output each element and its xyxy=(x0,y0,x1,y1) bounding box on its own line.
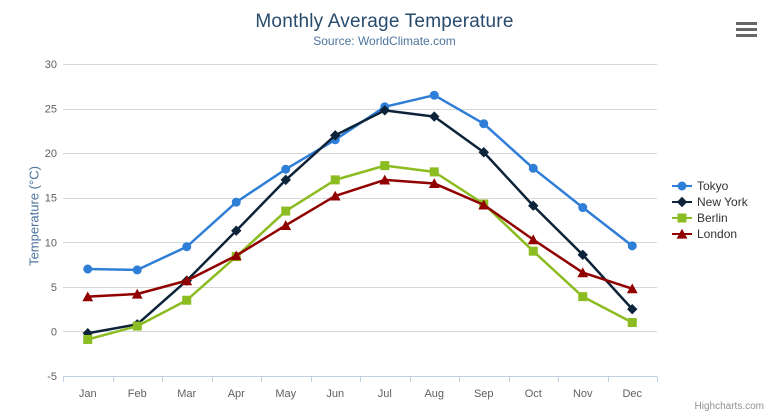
data-point-new-york-nov[interactable] xyxy=(577,249,588,260)
x-axis-label: Dec xyxy=(622,388,642,400)
legend: Tokyo New York Berlin London xyxy=(672,178,748,242)
legend-item-berlin[interactable]: Berlin xyxy=(672,210,748,226)
data-point-london-jan[interactable] xyxy=(82,291,94,302)
legend-item-label: London xyxy=(697,227,738,241)
data-point-new-york-may[interactable] xyxy=(280,174,291,186)
square-marker-icon xyxy=(672,213,692,223)
data-point-berlin-feb[interactable] xyxy=(132,321,142,331)
data-point-tokyo-may[interactable] xyxy=(281,164,291,174)
triangle-marker-icon xyxy=(672,228,692,239)
x-axis-label: Apr xyxy=(228,388,245,400)
data-point-new-york-aug[interactable] xyxy=(429,111,440,122)
data-point-berlin-jul[interactable] xyxy=(380,161,390,171)
data-point-new-york-sep[interactable] xyxy=(478,147,489,158)
data-point-tokyo-aug[interactable] xyxy=(429,90,439,100)
chart-title: Monthly Average Temperature xyxy=(255,11,514,32)
data-point-tokyo-nov[interactable] xyxy=(578,203,588,213)
x-axis-label: Mar xyxy=(177,388,196,400)
data-point-new-york-dec[interactable] xyxy=(627,303,638,315)
y-axis-label: 5 xyxy=(51,282,57,294)
data-point-new-york-oct[interactable] xyxy=(528,200,539,211)
x-axis-label: Aug xyxy=(424,388,444,400)
data-point-london-may[interactable] xyxy=(280,220,292,230)
data-point-tokyo-feb[interactable] xyxy=(132,265,142,275)
data-point-london-apr[interactable] xyxy=(230,250,242,261)
data-point-berlin-aug[interactable] xyxy=(429,167,439,177)
data-point-tokyo-mar[interactable] xyxy=(182,242,192,252)
data-point-london-mar[interactable] xyxy=(181,275,193,286)
data-point-berlin-jan[interactable] xyxy=(83,334,93,344)
data-point-berlin-nov[interactable] xyxy=(578,292,588,302)
y-axis-label: 25 xyxy=(45,104,57,116)
data-point-tokyo-apr[interactable] xyxy=(231,197,241,207)
context-menu-button[interactable] xyxy=(736,22,757,37)
data-point-london-dec[interactable] xyxy=(626,283,638,294)
data-point-new-york-apr[interactable] xyxy=(231,225,242,236)
data-point-berlin-may[interactable] xyxy=(281,206,291,216)
data-point-new-york-jul[interactable] xyxy=(379,105,390,116)
data-point-tokyo-jan[interactable] xyxy=(83,264,93,274)
diamond-marker-icon xyxy=(672,196,692,208)
y-axis-title: Temperature (°C) xyxy=(26,166,42,266)
data-point-london-sep[interactable] xyxy=(478,199,490,210)
data-point-berlin-dec[interactable] xyxy=(627,318,637,328)
x-axis-label: Jan xyxy=(79,388,97,400)
series-london xyxy=(82,174,638,302)
x-axis-label: Jul xyxy=(378,388,392,400)
data-point-berlin-jun[interactable] xyxy=(330,175,340,185)
data-point-berlin-mar[interactable] xyxy=(182,295,192,305)
hamburger-icon xyxy=(736,28,757,31)
data-point-tokyo-sep[interactable] xyxy=(479,119,489,129)
y-axis-label: 15 xyxy=(45,193,57,205)
legend-item-london[interactable]: London xyxy=(672,226,748,242)
data-point-london-jul[interactable] xyxy=(379,174,391,185)
legend-item-new-york[interactable]: New York xyxy=(672,194,748,210)
series-line-tokyo xyxy=(86,93,634,272)
series-line-new-york xyxy=(86,109,634,335)
series-line-london xyxy=(86,178,634,298)
chart-subtitle: Source: WorldClimate.com xyxy=(313,34,456,48)
x-axis-label: Nov xyxy=(573,388,593,400)
x-axis-label: Jun xyxy=(326,388,344,400)
circle-marker-icon xyxy=(672,181,692,191)
y-axis-label: 20 xyxy=(45,148,57,160)
data-point-london-nov[interactable] xyxy=(577,267,589,278)
x-axis-label: Feb xyxy=(128,388,147,400)
data-point-london-oct[interactable] xyxy=(527,234,539,245)
series-line-berlin xyxy=(86,164,634,341)
data-point-berlin-oct[interactable] xyxy=(528,246,538,256)
data-point-tokyo-oct[interactable] xyxy=(528,163,538,173)
data-point-london-aug[interactable] xyxy=(428,178,440,189)
x-axis-label: May xyxy=(275,388,296,400)
data-point-tokyo-dec[interactable] xyxy=(627,241,637,251)
x-axis-label: Sep xyxy=(474,388,494,400)
credits-link[interactable]: Highcharts.com xyxy=(694,401,764,412)
data-point-new-york-jun[interactable] xyxy=(330,130,341,141)
hamburger-icon xyxy=(736,22,757,25)
data-point-london-feb[interactable] xyxy=(131,288,143,299)
legend-item-label: Berlin xyxy=(697,211,728,225)
y-axis-label: 10 xyxy=(45,237,57,249)
y-axis-label: -5 xyxy=(47,371,57,383)
y-axis-label: 30 xyxy=(45,59,57,71)
series-new-york xyxy=(82,105,638,339)
legend-item-label: New York xyxy=(697,195,748,209)
legend-item-label: Tokyo xyxy=(697,179,729,193)
y-axis-label: 0 xyxy=(51,326,57,338)
data-point-london-jun[interactable] xyxy=(329,190,341,201)
legend-item-tokyo[interactable]: Tokyo xyxy=(672,178,748,194)
series-tokyo xyxy=(83,90,637,275)
x-axis-label: Oct xyxy=(525,388,542,400)
hamburger-icon xyxy=(736,34,757,37)
